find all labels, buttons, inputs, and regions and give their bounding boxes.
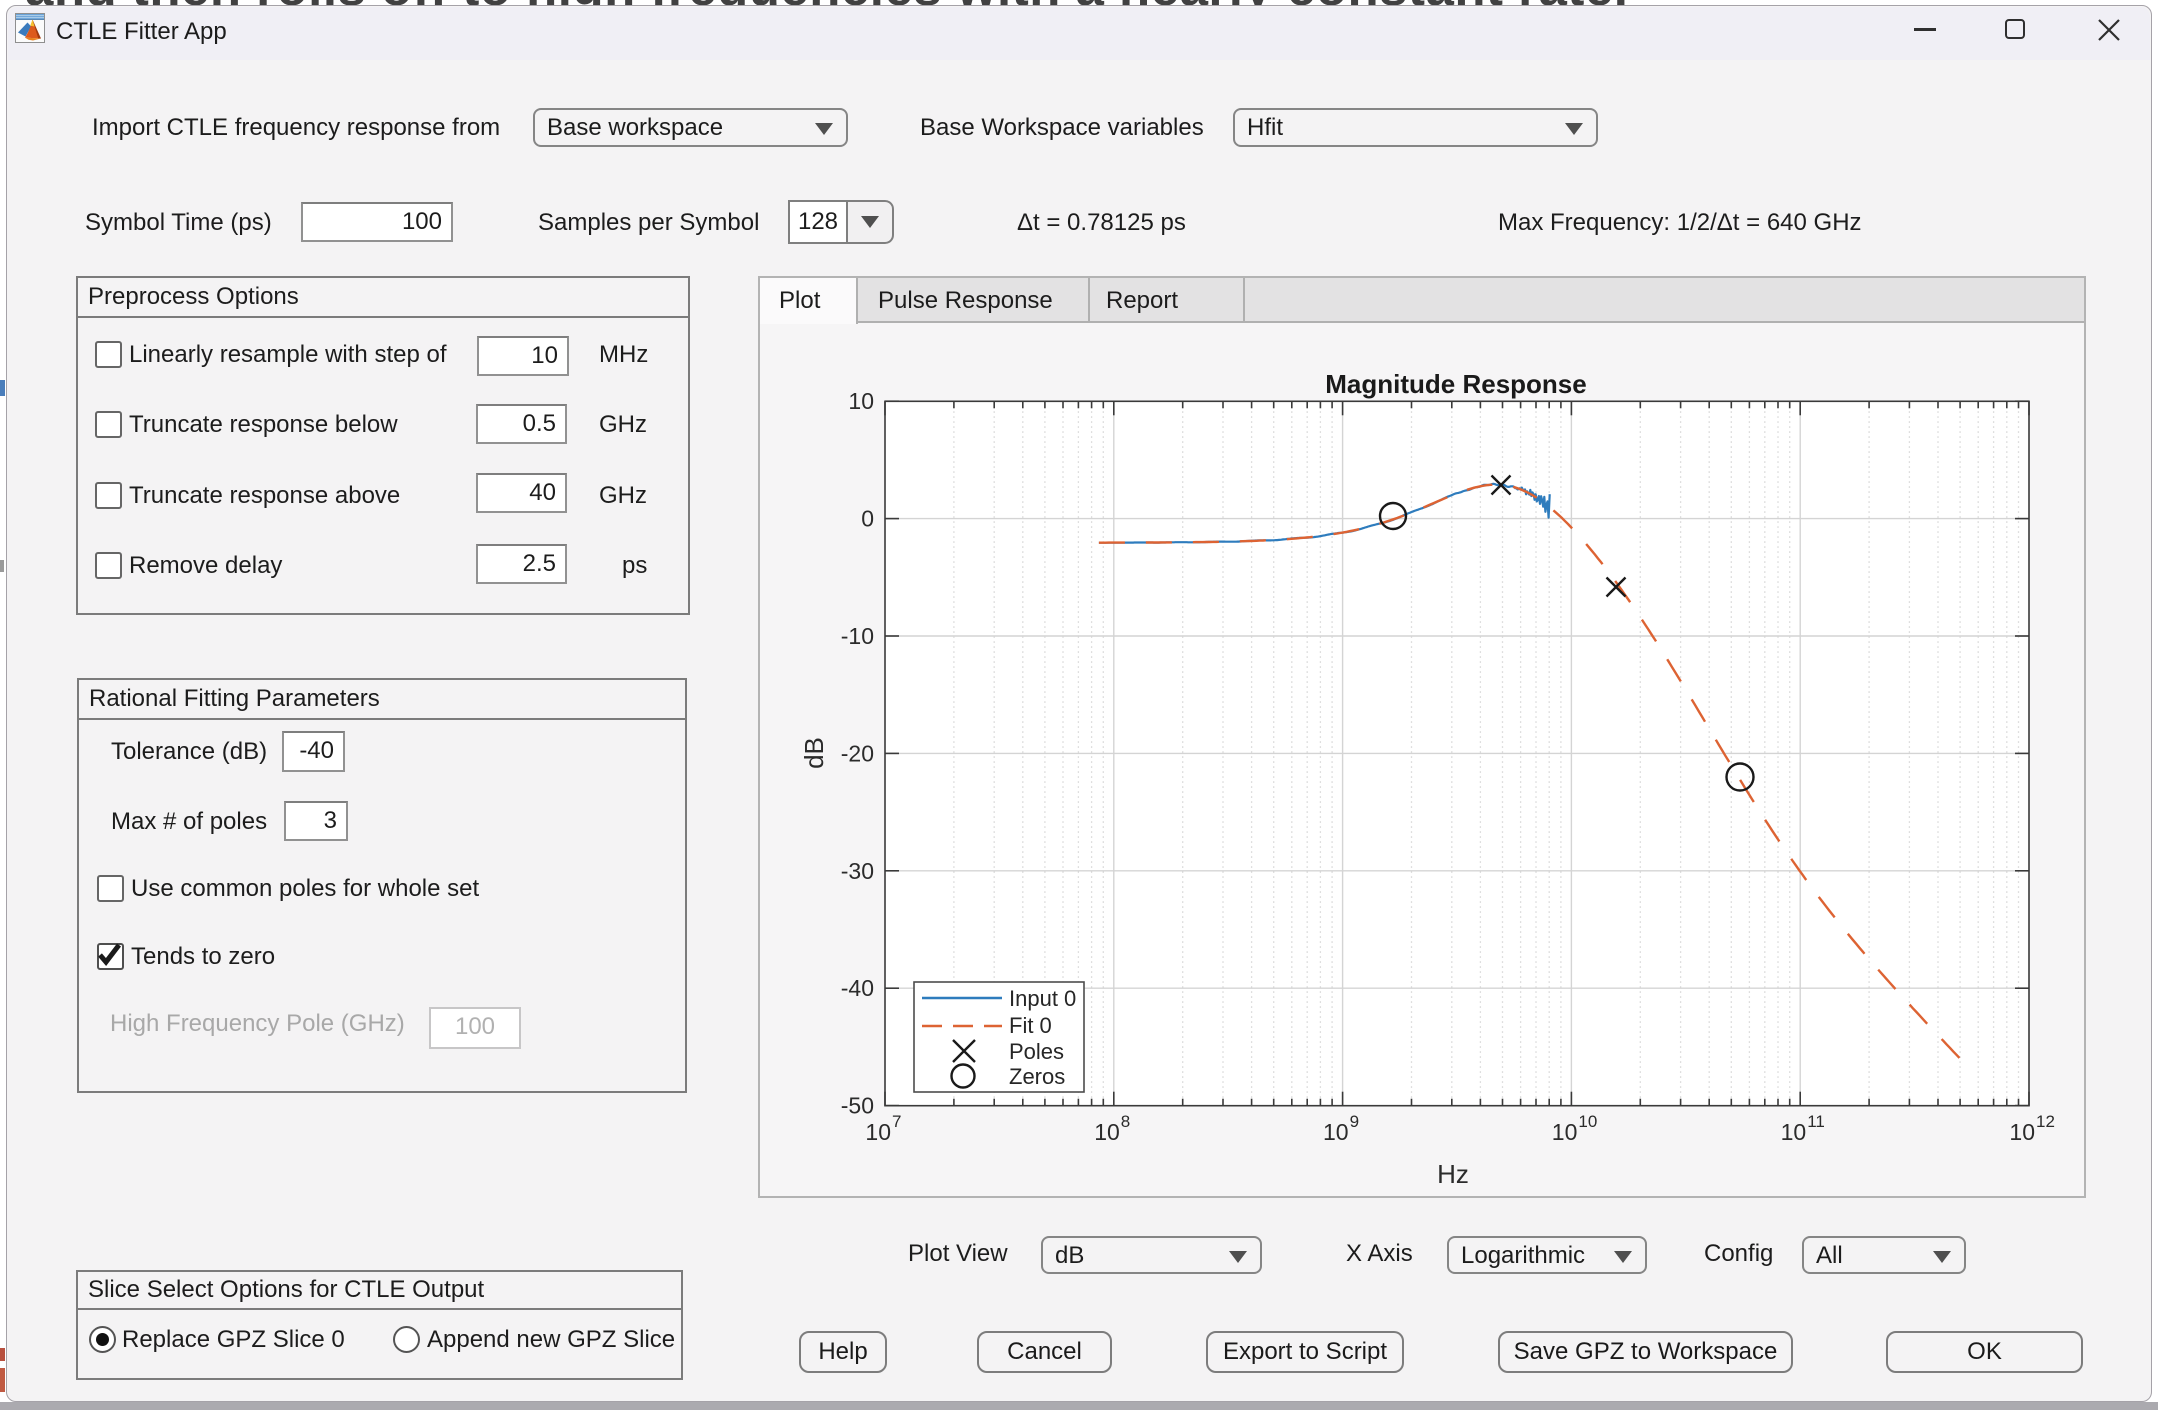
svg-text:10: 10	[1578, 1112, 1597, 1131]
svg-text:Hz: Hz	[1437, 1159, 1469, 1189]
svg-text:Zeros: Zeros	[1009, 1064, 1065, 1089]
svg-text:-40: -40	[841, 975, 874, 1001]
svg-text:10: 10	[865, 1119, 891, 1145]
svg-text:9: 9	[1350, 1112, 1359, 1131]
svg-text:-20: -20	[841, 740, 874, 766]
svg-text:0: 0	[861, 506, 874, 532]
svg-text:10: 10	[1552, 1119, 1578, 1145]
svg-text:11: 11	[1807, 1112, 1825, 1131]
svg-text:10: 10	[848, 388, 874, 414]
svg-text:-10: -10	[841, 623, 874, 649]
svg-text:Input 0: Input 0	[1009, 986, 1076, 1011]
svg-text:10: 10	[1323, 1119, 1349, 1145]
svg-text:-30: -30	[841, 858, 874, 884]
svg-text:8: 8	[1121, 1112, 1130, 1131]
svg-text:Magnitude Response: Magnitude Response	[1325, 369, 1586, 399]
svg-text:-50: -50	[841, 1093, 874, 1119]
svg-text:12: 12	[2036, 1112, 2055, 1131]
svg-text:Poles: Poles	[1009, 1039, 1064, 1064]
svg-text:dB: dB	[799, 737, 829, 769]
svg-text:10: 10	[2009, 1119, 2035, 1145]
svg-text:Fit 0: Fit 0	[1009, 1013, 1052, 1038]
svg-text:10: 10	[1781, 1119, 1807, 1145]
svg-text:10: 10	[1094, 1119, 1120, 1145]
svg-text:7: 7	[892, 1112, 901, 1131]
